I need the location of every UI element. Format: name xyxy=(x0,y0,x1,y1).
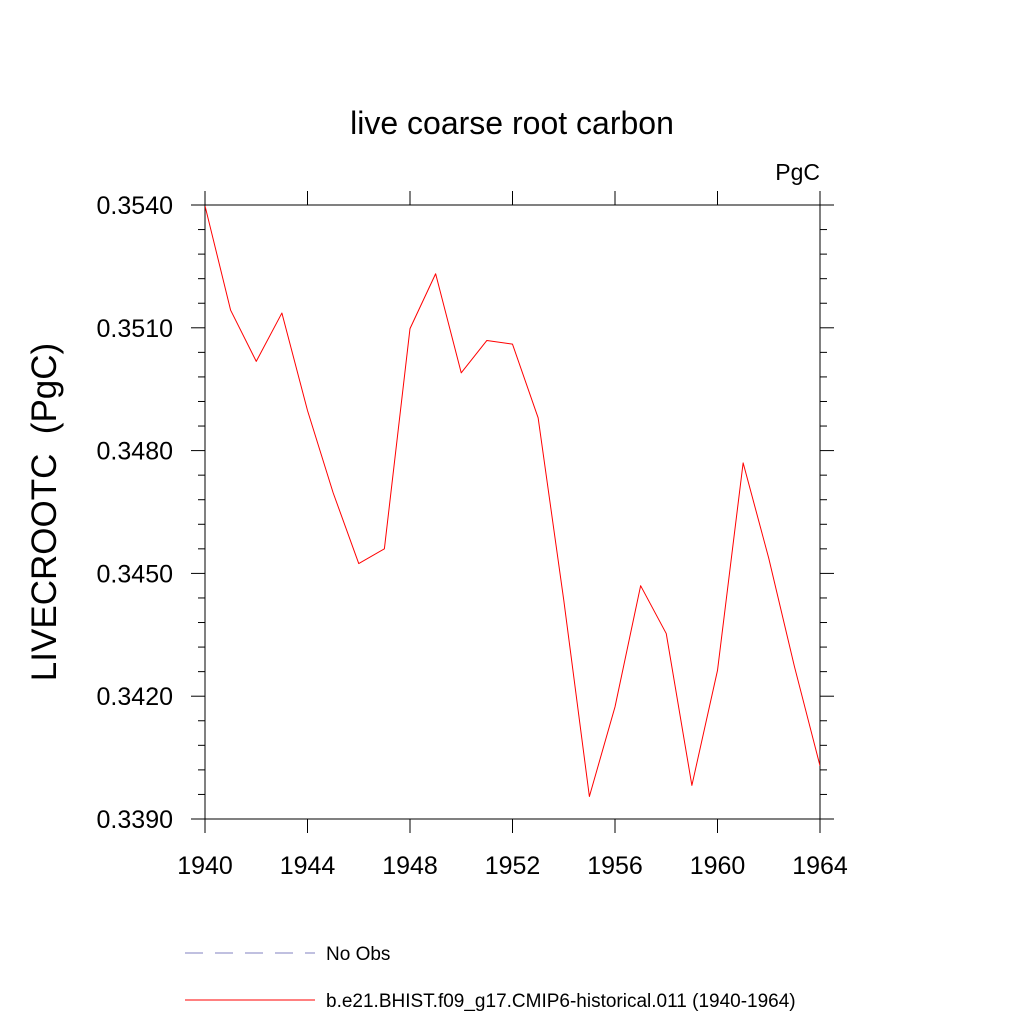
x-tick-label: 1952 xyxy=(485,852,541,880)
legend-label-no-obs: No Obs xyxy=(326,944,390,965)
legend-label-historical: b.e21.BHIST.f09_g17.CMIP6-historical.011… xyxy=(326,991,796,1012)
units-label: PgC xyxy=(775,159,820,185)
x-tick-label: 1948 xyxy=(382,852,438,880)
legend: No Obs b.e21.BHIST.f09_g17.CMIP6-histori… xyxy=(185,944,796,1012)
plot-border xyxy=(204,204,821,820)
series-line xyxy=(205,205,820,797)
x-tick-label: 1964 xyxy=(792,852,848,880)
axis-ticks xyxy=(191,191,834,833)
chart-title: live coarse root carbon xyxy=(350,105,674,141)
y-tick-label: 0.3390 xyxy=(97,806,173,834)
plot-frame xyxy=(204,204,821,820)
axis-tick-labels: 1940 1944 1948 1952 1956 1960 1964 0.3390 0.3420… xyxy=(97,192,848,880)
x-tick-label: 1944 xyxy=(280,852,336,880)
y-axis-label: LIVECROOTC (PgC) xyxy=(25,343,64,681)
x-tick-label: 1956 xyxy=(587,852,643,880)
x-tick-label: 1960 xyxy=(690,852,746,880)
y-tick-label: 0.3480 xyxy=(97,438,173,466)
series-lines xyxy=(205,205,820,797)
y-tick-label: 0.3420 xyxy=(97,683,173,711)
y-tick-label: 0.3510 xyxy=(97,315,173,343)
x-tick-label: 1940 xyxy=(177,852,233,880)
y-tick-label: 0.3540 xyxy=(97,192,173,220)
y-tick-label: 0.3450 xyxy=(97,560,173,588)
